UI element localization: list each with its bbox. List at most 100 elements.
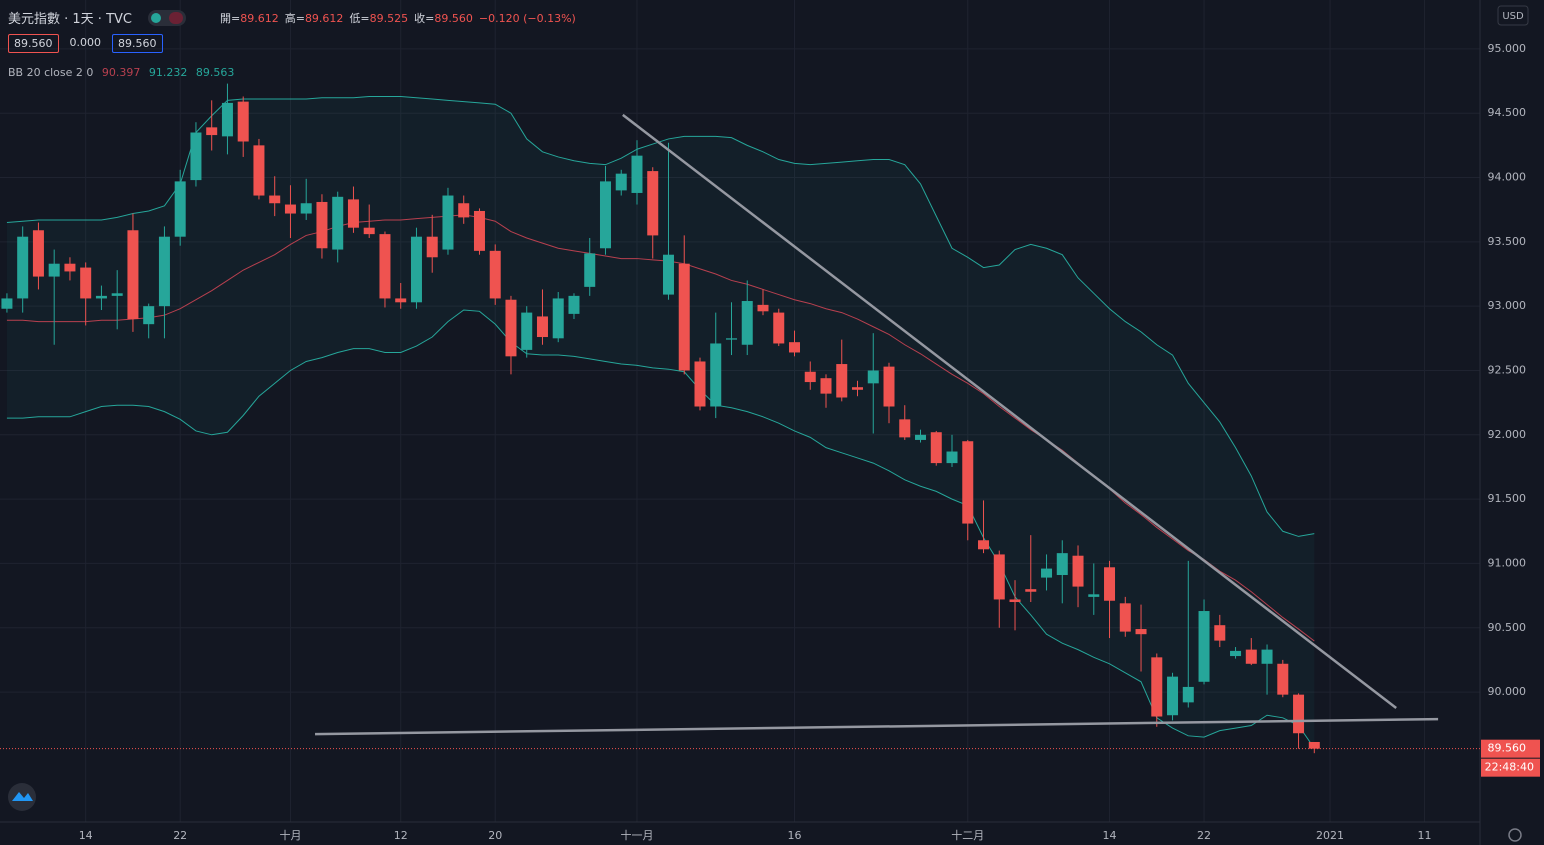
- x-tick-label: 十月: [279, 828, 301, 842]
- candle-body: [899, 419, 911, 438]
- candle-body: [1230, 650, 1242, 657]
- candle-body: [111, 293, 123, 296]
- candle-body: [836, 364, 848, 398]
- candle-body: [647, 171, 659, 236]
- x-tick-label: 11: [1418, 829, 1432, 842]
- candle-body: [725, 338, 737, 340]
- bb-middle: 90.397: [101, 66, 141, 79]
- badge[interactable]: 89.560: [112, 34, 163, 53]
- candle-body: [395, 298, 407, 303]
- y-tick-label: 95.000: [1488, 42, 1527, 55]
- candle-body: [1025, 589, 1037, 592]
- currency[interactable]: USD: [1502, 11, 1524, 22]
- symbol[interactable]: 美元指數 · 1天 · TVC: [8, 12, 132, 27]
- candle-body: [80, 267, 92, 299]
- bb-upper: 91.232: [148, 66, 188, 79]
- x-tick-label: 十二月: [951, 828, 984, 842]
- quote-change: −0.120 (−0.13%): [478, 12, 576, 25]
- candle-body: [1072, 555, 1084, 587]
- quote: 開=89.612 高=89.612 低=89.525 收=89.560 −0.120 (…: [220, 10, 582, 26]
- candle-body: [64, 263, 76, 272]
- quote-label: 開=: [220, 12, 241, 25]
- candle-body: [883, 366, 895, 407]
- candle-body: [536, 316, 548, 338]
- candle-body: [253, 145, 265, 196]
- price-tag-bg: [1481, 739, 1540, 758]
- y-tick-label: 91.000: [1488, 556, 1527, 569]
- quote-value: 89.525: [369, 12, 409, 25]
- candle-body: [143, 306, 155, 325]
- indicator-legend: BB 20 close 2 0 90.397 91.232 89.563: [8, 66, 239, 79]
- badges: 89.560 0.000 89.560: [8, 34, 163, 53]
- candle-body: [978, 540, 990, 550]
- candle-body: [1167, 676, 1179, 716]
- settings-icon[interactable]: [1508, 828, 1522, 842]
- candle-body: [1293, 694, 1305, 734]
- candle-body: [363, 227, 375, 235]
- y-tick-label: 92.500: [1488, 363, 1527, 376]
- y-tick-label: 94.500: [1488, 106, 1527, 119]
- badge[interactable]: 0.000: [69, 36, 102, 49]
- candle-body: [458, 203, 470, 218]
- candle-body: [505, 299, 517, 357]
- candle-body: [930, 432, 942, 464]
- candle-body: [1308, 741, 1320, 749]
- candle-body: [1104, 567, 1116, 601]
- candle-body: [631, 155, 643, 193]
- candle-body: [347, 199, 359, 228]
- quote-value: 89.612: [240, 12, 279, 25]
- bb-lower: 89.563: [195, 66, 235, 79]
- y-tick-label: 94.000: [1488, 171, 1527, 184]
- band-line: [6, 309, 1315, 749]
- candle-body: [1041, 568, 1053, 578]
- x-tick-label: 12: [394, 829, 408, 842]
- candle-body: [820, 378, 832, 394]
- x-tick-label: 14: [79, 829, 93, 842]
- candle-body: [962, 441, 974, 524]
- candle-body: [1214, 625, 1226, 641]
- candle-body: [174, 181, 186, 237]
- candle-body: [1277, 663, 1289, 695]
- x-tick-label: 20: [488, 829, 502, 842]
- trend-line: [622, 113, 1397, 710]
- candle-body: [1056, 553, 1068, 576]
- candle-body: [757, 304, 769, 312]
- candle-body: [773, 312, 785, 344]
- countdown: 22:48:40: [1485, 761, 1534, 774]
- candle-body: [237, 101, 249, 142]
- candle-body: [1009, 599, 1021, 603]
- candle-body: [1, 298, 13, 309]
- quote-value: 89.560: [434, 12, 473, 25]
- y-tick-label: 93.000: [1488, 299, 1527, 312]
- candle-body: [662, 254, 674, 295]
- candle-body: [1088, 594, 1100, 597]
- candle-body: [741, 301, 753, 345]
- candle-body: [442, 195, 454, 250]
- indicator-label[interactable]: BB 20 close 2 0: [8, 66, 94, 79]
- candle-body: [710, 343, 722, 407]
- quote-label: 低=: [349, 12, 370, 25]
- candle-body: [1261, 649, 1273, 664]
- candle-body: [206, 127, 218, 136]
- candle-body: [95, 295, 107, 299]
- candle-body: [1182, 686, 1194, 703]
- x-tick-label: 16: [787, 829, 801, 842]
- candle-body: [993, 554, 1005, 600]
- candle-body: [615, 173, 627, 191]
- badge[interactable]: 89.560: [8, 34, 59, 53]
- quote-label: 收=: [414, 12, 435, 25]
- currency-box: [1497, 5, 1529, 26]
- toggle[interactable]: [147, 9, 186, 26]
- x-tick-label: 22: [173, 829, 187, 842]
- candle-body: [1198, 611, 1210, 682]
- y-tick-label: 91.500: [1488, 492, 1527, 505]
- candle-body: [410, 236, 422, 303]
- candle-body: [48, 263, 60, 277]
- candle-body: [284, 204, 296, 214]
- candle-body: [599, 181, 611, 249]
- candle-body: [32, 230, 44, 277]
- x-tick-label: 14: [1103, 829, 1117, 842]
- candle-body: [1119, 603, 1131, 632]
